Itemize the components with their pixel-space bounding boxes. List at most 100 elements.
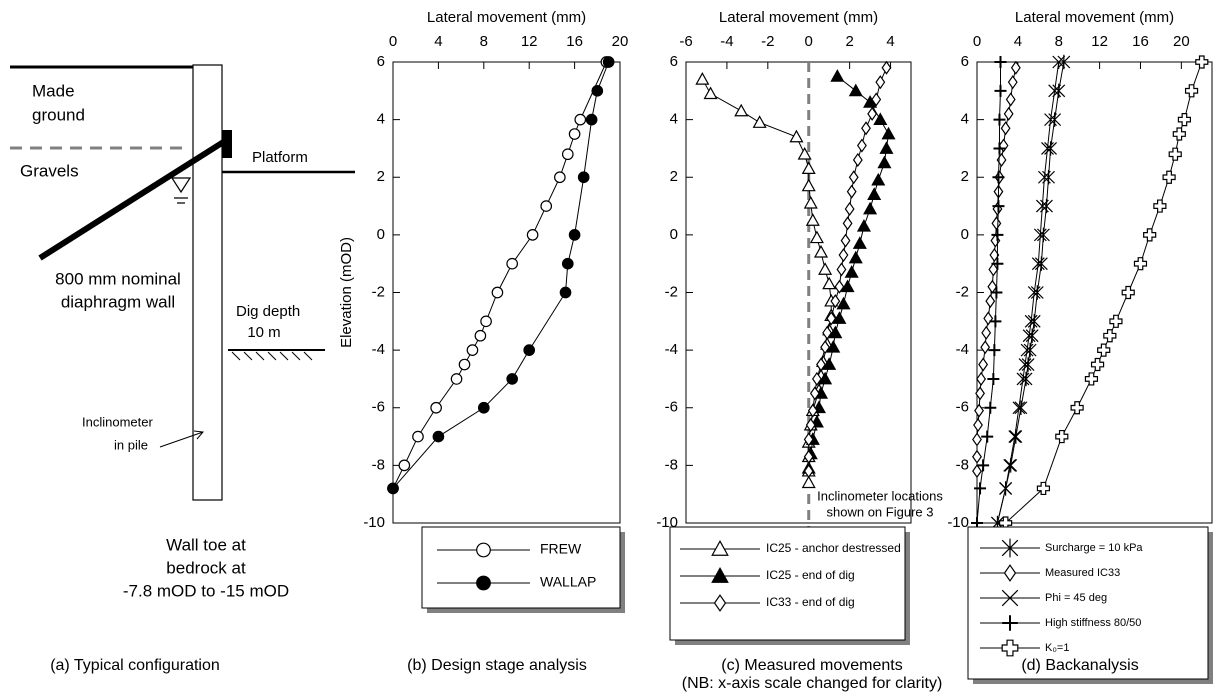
- label: 10 m: [247, 324, 280, 341]
- data-point: [1036, 227, 1050, 243]
- x-tick-label: 0: [973, 33, 981, 50]
- data-point: [818, 371, 833, 385]
- data-point: [987, 279, 998, 294]
- y-tick-label: -10: [363, 514, 385, 531]
- y-tick-label: -10: [947, 514, 969, 531]
- y-tick-label: -6: [956, 399, 969, 416]
- data-point: [974, 403, 984, 418]
- x-tick-label: 20: [1173, 33, 1190, 50]
- data-point: [1030, 285, 1044, 300]
- x-tick-label: 4: [434, 33, 442, 50]
- label: -7.8 mOD to -15 mOD: [123, 581, 289, 600]
- data-point: [881, 126, 896, 140]
- data-point: [1012, 401, 1026, 415]
- data-point: [848, 83, 863, 97]
- data-point: [813, 244, 829, 258]
- label: ground: [32, 105, 85, 124]
- water-table: [170, 177, 192, 204]
- data-point: [830, 69, 845, 82]
- y-tick-label: -4: [372, 341, 385, 358]
- data-point: [1055, 429, 1069, 444]
- y-tick-label: 4: [961, 111, 969, 128]
- data-point: [703, 86, 718, 100]
- data-point: [412, 430, 424, 443]
- label: Made: [32, 81, 75, 100]
- legend-symbol: [476, 575, 491, 591]
- data-point: [987, 372, 1000, 385]
- data-point: [842, 216, 853, 231]
- plot-frame: [685, 61, 912, 524]
- data-point: [973, 417, 983, 433]
- legend: [421, 526, 621, 609]
- data-point: [807, 403, 818, 418]
- legend-symbol: [1003, 564, 1017, 582]
- data-point: [1016, 372, 1030, 386]
- data-point: [1018, 358, 1032, 371]
- data-point: [803, 449, 814, 464]
- data-point: [561, 148, 574, 161]
- chart: Lateral movement (mm) Elevation (mOD) 0 4 8 1…: [338, 9, 628, 674]
- data-point: [540, 200, 553, 212]
- data-point: [873, 112, 888, 126]
- data-point: [477, 401, 490, 414]
- data-point: [1044, 113, 1057, 127]
- data-point: [803, 464, 814, 479]
- x-tick-label: 16: [566, 33, 583, 50]
- data-point: [867, 106, 878, 121]
- data-point: [977, 459, 990, 472]
- data-point: [602, 56, 615, 68]
- y-tick-label: 0: [961, 226, 969, 243]
- data-point: [803, 432, 814, 447]
- data-point: [991, 216, 1002, 231]
- data-point: [993, 113, 1006, 126]
- x-tick-label: 4: [1014, 33, 1022, 50]
- data-point: [974, 482, 987, 495]
- data-point: [820, 340, 831, 355]
- data-point: [991, 228, 1004, 241]
- data-point: [998, 138, 1009, 153]
- data-point: [844, 265, 859, 278]
- data-point: [1133, 257, 1148, 271]
- data-point: [801, 178, 816, 192]
- data-point: [1003, 106, 1014, 121]
- data-point: [822, 325, 833, 340]
- data-point: [1168, 147, 1182, 161]
- data-point: [822, 357, 837, 370]
- data-point: [975, 386, 985, 401]
- hatch: [231, 351, 313, 361]
- y-tick-label: 4: [670, 111, 678, 128]
- data-point: [991, 257, 1004, 270]
- data-point: [506, 373, 518, 385]
- plot-frame: [392, 61, 621, 524]
- legend-label: Surcharge = 10 kPa: [1045, 542, 1143, 554]
- x-tick-label: 8: [480, 33, 488, 50]
- data-point: [1008, 430, 1022, 443]
- data-point: [491, 286, 504, 299]
- data-point: [809, 230, 824, 244]
- label: Inclinometer: [82, 414, 153, 429]
- x-axis-title: Lateral movement (mm): [719, 9, 878, 26]
- label: Platform: [252, 149, 308, 166]
- x-tick-label: 20: [612, 33, 629, 50]
- data-point: [1035, 199, 1049, 213]
- x-tick-label: 16: [1132, 33, 1149, 50]
- data-point: [856, 138, 867, 153]
- legend-symbol: [476, 542, 491, 558]
- data-point: [972, 432, 982, 447]
- data-point: [1084, 372, 1099, 386]
- data-point: [805, 213, 820, 226]
- data-point: [1041, 142, 1054, 155]
- data-point: [856, 218, 871, 232]
- anchor-head: [222, 130, 232, 158]
- data-point: [1036, 481, 1051, 496]
- data-point: [574, 113, 587, 126]
- x-tick-label: -4: [720, 33, 733, 50]
- data-point: [836, 296, 851, 310]
- legend-label: FREW: [540, 541, 582, 557]
- data-point: [881, 60, 892, 75]
- arrow: [159, 430, 204, 448]
- data-point: [984, 401, 997, 414]
- data-point: [1024, 314, 1038, 328]
- caption: (b) Design stage analysis: [407, 657, 587, 674]
- data-point: [838, 247, 849, 263]
